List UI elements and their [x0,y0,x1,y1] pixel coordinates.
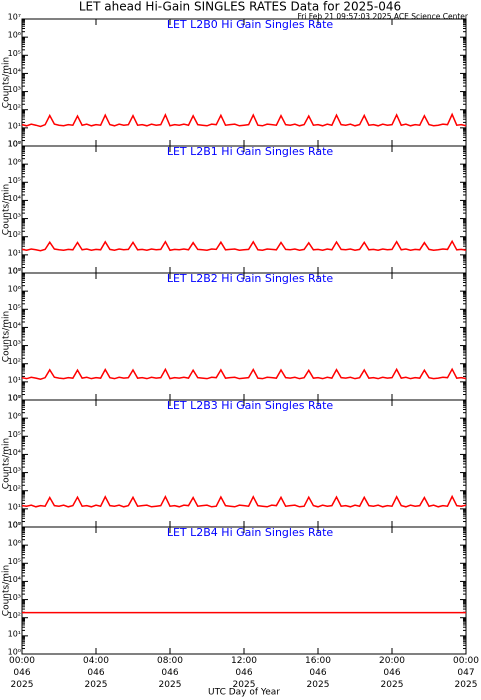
y-tick-label: 10¹ [8,248,21,257]
y-tick-label: 10² [8,103,21,112]
y-tick-label: 10⁰ [8,267,21,276]
y-axis-label: Counts/min [2,184,12,235]
data-line [21,239,467,252]
x-tick-label: 20:00 046 2025 [379,656,405,690]
y-tick-label: 10⁶ [8,158,21,167]
y-tick-label: 10⁰ [8,648,21,657]
x-tick-label: 16:00 046 2025 [305,656,331,690]
y-tick-label: 10⁵ [8,557,21,566]
y-tick-label: 10³ [8,466,21,475]
y-tick-label: 10³ [8,85,21,94]
y-axis-label: Counts/min [2,311,12,362]
y-tick-label: 10⁵ [8,176,21,185]
x-tick-label: 04:00 046 2025 [83,656,109,690]
y-tick-label: 10⁶ [8,285,21,294]
y-tick-label: 10³ [8,212,21,221]
y-tick-label: 10⁴ [8,67,21,76]
y-tick-label: 10⁷ [8,13,21,22]
y-tick-label: 10³ [8,593,21,602]
y-tick-label: 10² [8,230,21,239]
panel-title: LET L2B4 Hi Gain Singles Rate [167,526,334,539]
x-axis-label: UTC Day of Year [208,688,280,698]
data-line [21,367,467,380]
y-tick-label: 10⁶ [8,31,21,40]
y-axis-label: Counts/min [2,438,12,489]
y-tick-label: 10² [8,484,21,493]
x-tick-label: 00:00 047 2025 [453,656,479,690]
y-axis-label: Counts/min [2,565,12,616]
timestamp: Fri Feb 21 09:57:03 2025 ACE Science Cen… [297,12,468,21]
y-tick-label: 10⁰ [8,521,21,530]
y-tick-label: 10⁴ [8,194,21,203]
y-tick-label: 10⁵ [8,49,21,58]
y-tick-label: 10⁷ [8,521,21,530]
y-tick-label: 10² [8,357,21,366]
y-tick-label: 10⁶ [8,539,21,548]
y-tick-label: 10¹ [8,629,21,638]
panel-title: LET L2B3 Hi Gain Singles Rate [167,399,334,412]
y-tick-label: 10⁵ [8,430,21,439]
y-tick-label: 10⁷ [8,394,21,403]
y-tick-label: 10¹ [8,121,21,130]
y-tick-label: 10⁷ [8,267,21,276]
panel-title: LET L2B1 Hi Gain Singles Rate [167,145,334,158]
y-tick-label: 10⁴ [8,448,21,457]
panel-title: LET L2B0 Hi Gain Singles Rate [167,18,334,31]
x-tick-label: 00:00 046 2025 [9,656,35,690]
x-tick-label: 08:00 046 2025 [157,656,183,690]
y-axis-label: Counts/min [2,57,12,108]
y-tick-label: 10⁵ [8,303,21,312]
page-title: LET ahead Hi-Gain SINGLES RATES Data for… [79,0,401,14]
y-tick-label: 10² [8,611,21,620]
y-tick-label: 10⁴ [8,575,21,584]
panel-title: LET L2B2 Hi Gain Singles Rate [167,272,334,285]
y-tick-label: 10⁰ [8,140,21,149]
y-tick-label: 10⁴ [8,321,21,330]
y-tick-label: 10⁷ [8,140,21,149]
data-line [21,112,467,128]
y-tick-label: 10³ [8,339,21,348]
y-tick-label: 10⁶ [8,412,21,421]
x-tick-label: 12:00 046 2025 [231,656,257,690]
y-tick-label: 10¹ [8,375,21,384]
y-tick-label: 10⁰ [8,394,21,403]
y-tick-label: 10¹ [8,502,21,511]
data-line [21,494,467,508]
